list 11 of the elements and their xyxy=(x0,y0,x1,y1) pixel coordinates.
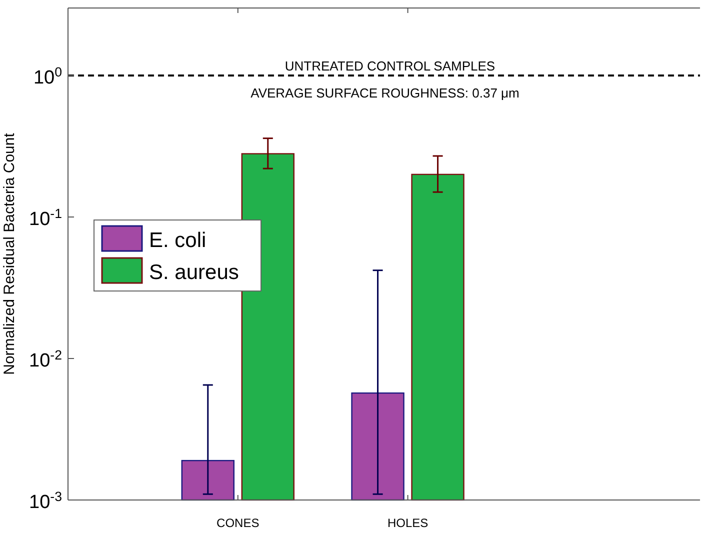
y-axis-title: Normalized Residual Bacteria Count xyxy=(1,132,18,375)
y-tick-label: 10$^{-1}$ xyxy=(29,206,62,230)
x-tick-label: HOLES xyxy=(387,516,428,530)
annotation: AVERAGE SURFACE ROUGHNESS: 0.37 μm xyxy=(250,86,520,101)
y-tick-label: 10$^{0}$ xyxy=(33,64,62,89)
y-tick-label: 10$^{-3}$ xyxy=(29,488,62,513)
x-tick-label: CONES xyxy=(216,516,260,530)
ref-line-label: UNTREATED CONTROL SAMPLES xyxy=(284,58,496,74)
y-tick-label: 10$^{-2}$ xyxy=(29,347,62,372)
legend-label: E. coli xyxy=(149,229,206,252)
legend-label: S. aureus xyxy=(149,261,239,284)
